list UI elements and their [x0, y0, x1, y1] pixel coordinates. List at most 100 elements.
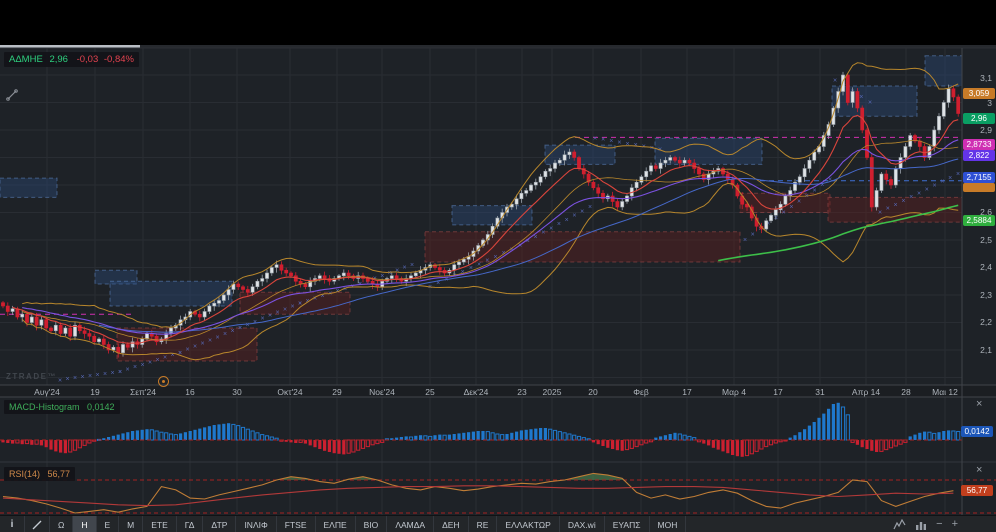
macd-bar	[240, 426, 246, 441]
trend-x-mark: ×	[518, 243, 522, 250]
trendline-tool-icon[interactable]	[25, 516, 50, 532]
trend-x-mark: ×	[878, 210, 882, 217]
candlestick	[101, 338, 106, 345]
macd-bar	[539, 428, 543, 440]
toolbar-symbol-ΕΛΠΕ[interactable]: ΕΛΠΕ	[316, 516, 356, 532]
trend-x-mark: ×	[493, 254, 497, 261]
candlestick	[1, 302, 5, 307]
draw-tool-icon[interactable]	[5, 88, 19, 102]
candlestick	[841, 74, 845, 92]
toolbar-symbol-ΕΛΛΑΚΤΩΡ[interactable]: ΕΛΛΑΚΤΩΡ	[497, 516, 560, 532]
toolbar-symbol-Η[interactable]: Η	[73, 516, 97, 532]
candlestick	[245, 289, 250, 293]
macd-bar	[836, 402, 840, 440]
rsi-close-button[interactable]: ×	[976, 464, 983, 476]
trend-x-mark: ×	[118, 369, 122, 376]
toolbar-symbol-ΕΥΑΠΣ[interactable]: ΕΥΑΠΣ	[605, 516, 650, 532]
candlestick	[437, 267, 442, 271]
macd-bar	[423, 435, 428, 441]
macd-bar	[913, 434, 917, 440]
candlestick	[250, 286, 255, 293]
macd-bar	[318, 440, 322, 449]
trend-x-mark: ×	[820, 182, 824, 189]
toolbar-symbol-ΒΙΟ[interactable]: ΒΙΟ	[356, 516, 388, 532]
macd-bar	[217, 424, 221, 440]
candlestick	[697, 168, 701, 175]
candlestick	[831, 107, 836, 125]
toolbar-symbol-Μ[interactable]: Μ	[119, 516, 144, 532]
rsi-indicator-label[interactable]: RSI(14) 56,77	[4, 467, 76, 481]
macd-bar	[303, 440, 307, 444]
toolbar-symbol-DAX.wi[interactable]: DAX.wi	[560, 516, 605, 532]
macd-bar	[601, 440, 605, 446]
macd-bar	[481, 431, 485, 440]
macd-bar	[485, 431, 490, 441]
trend-x-mark: ×	[541, 230, 545, 237]
macd-indicator-label[interactable]: MACD-Histogram 0,0142	[4, 400, 120, 414]
histogram-icon[interactable]	[915, 519, 927, 531]
candlestick	[889, 179, 893, 186]
toolbar-symbol-FTSE[interactable]: FTSE	[277, 516, 316, 532]
macd-bar	[183, 432, 187, 440]
toolbar-symbol-ΕΤΕ[interactable]: ΕΤΕ	[143, 516, 177, 532]
macd-bar	[294, 440, 298, 443]
trend-x-mark: ×	[185, 347, 189, 354]
time-axis-label: Αυγ'24	[34, 387, 60, 397]
toolbar-symbol-ΛΑΜΔΑ[interactable]: ΛΑΜΔΑ	[387, 516, 435, 532]
candlestick	[255, 280, 260, 288]
trend-x-mark: ×	[305, 298, 309, 305]
horizontal-scrollbar-track[interactable]	[0, 45, 996, 48]
candlestick	[855, 91, 860, 109]
candlestick	[533, 181, 538, 186]
candlestick	[639, 176, 644, 183]
candlestick	[303, 283, 308, 288]
trend-x-mark: ×	[833, 78, 837, 85]
macd-bar	[6, 440, 10, 443]
candlestick	[764, 220, 769, 230]
trend-x-mark: ×	[283, 306, 287, 313]
candlestick	[82, 330, 87, 334]
toolbar-symbol-Ε[interactable]: Ε	[97, 516, 120, 532]
candlestick	[615, 201, 620, 208]
zone-marker-icon[interactable]	[158, 376, 169, 387]
trend-x-mark: ×	[572, 213, 576, 220]
symbol-info-chip[interactable]: ΑΔΜΗΕ 2,96 -0,03 -0,84%	[4, 52, 139, 67]
macd-bar	[562, 432, 567, 441]
toolbar-symbol-Ω[interactable]: Ω	[50, 516, 74, 532]
macd-bar	[30, 440, 34, 445]
toolbar-symbol-ΓΔ[interactable]: ΓΔ	[177, 516, 204, 532]
candlestick	[941, 102, 946, 117]
trend-x-mark: ×	[178, 350, 182, 357]
platform-watermark: ZTRADE™	[6, 372, 57, 381]
toolbar-symbol-RE[interactable]: RE	[469, 516, 498, 532]
toolbar-symbol-ΜΟΗ[interactable]: ΜΟΗ	[650, 516, 687, 532]
symbol-tabs: Ω Η Ε Μ ΕΤΕ ΓΔ ΔΤΡ ΙΝΛΙΦ FTSE ΕΛΠΕ ΒΙΟ ΛΑΜΔΑ ΔΕΗ RE ΕΛ…	[50, 516, 687, 532]
toolbar-symbol-ΙΝΛΙΦ[interactable]: ΙΝΛΙΦ	[236, 516, 277, 532]
horizontal-scrollbar-thumb[interactable]	[0, 45, 140, 48]
toolbar-symbol-ΔΤΡ[interactable]: ΔΤΡ	[203, 516, 237, 532]
macd-bar	[615, 440, 619, 451]
macd-bar	[121, 433, 125, 440]
candlestick	[519, 192, 524, 200]
macd-bar	[735, 440, 739, 457]
line-chart-icon[interactable]	[893, 518, 906, 531]
trend-x-mark: ×	[388, 270, 392, 277]
candlestick	[548, 168, 553, 172]
info-icon[interactable]: i	[0, 516, 25, 532]
zoom-in-icon[interactable]: +	[951, 518, 958, 530]
macd-bar	[140, 429, 144, 440]
candlestick	[586, 173, 591, 183]
zoom-out-icon[interactable]: −	[936, 518, 943, 530]
macd-bar	[529, 429, 533, 440]
macd-close-button[interactable]: ×	[976, 398, 983, 410]
macd-bar	[390, 438, 394, 440]
macd-bar	[620, 440, 624, 451]
trend-x-mark: ×	[148, 359, 152, 366]
macd-bar	[596, 440, 600, 445]
trend-x-mark: ×	[805, 193, 809, 200]
trend-x-mark: ×	[859, 94, 863, 101]
toolbar-symbol-ΔΕΗ[interactable]: ΔΕΗ	[434, 516, 469, 532]
time-axis-label: Σεπ'24	[130, 387, 156, 397]
macd-bar	[131, 431, 135, 440]
